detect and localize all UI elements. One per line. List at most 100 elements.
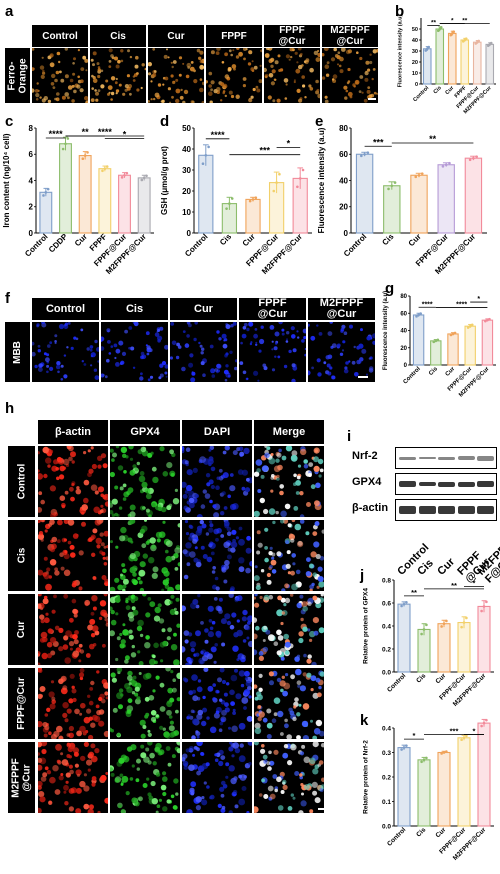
row-header-a-label: Ferro- Orange [6,57,29,94]
micrograph-h [38,742,108,813]
col-header-f: M2FPPF @Cur [308,298,375,320]
y-tick-label: 80 [400,294,407,300]
data-point [442,751,446,754]
micrograph-h [182,742,252,813]
col-header-f: Cur [170,298,237,320]
blot-band [418,457,436,459]
x-tick-label: Control [23,232,49,258]
panel-label-i: i [347,428,352,445]
significance-label: * [473,579,476,588]
blot-band [418,506,436,514]
data-point [489,41,493,45]
y-tick-label: 0.6 [382,600,391,607]
micrograph-f [32,322,99,382]
bar [245,198,261,234]
micrograph-h [110,594,180,665]
data-point [441,165,445,168]
band-label: β-actin [352,502,389,514]
micrograph-a [206,48,262,103]
row-header-h: FPPF@Cur [8,668,35,739]
bar [481,319,494,366]
micrograph-h [110,520,180,591]
x-tick-label: M2FPPF@Cur [458,366,491,399]
blot-band [457,481,475,487]
y-tick-label: 0.3 [382,750,391,757]
micrograph-h [182,668,252,739]
data-point [66,137,70,140]
blot-band [438,456,455,460]
blot-strip [395,447,497,469]
micrograph-f [170,322,237,382]
micrograph-h [254,520,324,591]
data-point [405,744,408,747]
data-point [415,315,418,318]
data-point [460,738,463,742]
y-tick-label: 20 [412,60,418,66]
row-header-f: MBB [5,322,30,382]
data-point [460,625,463,629]
y-tick-label: 0.2 [382,646,391,653]
row-header-h-label: M2FPPF @Cur [10,757,33,798]
data-point [484,319,487,323]
bar [472,41,482,85]
col-header-h: GPX4 [110,420,180,444]
panel-label-e: e [315,113,324,130]
panel-label-f: f [5,290,10,307]
col-header-f: Control [32,298,99,320]
row-header-h: Cis [8,520,35,591]
data-point [420,760,423,764]
micrograph-h [254,742,324,813]
bar [485,43,495,85]
y-tick-label: 4 [29,176,34,185]
significance-label: * [477,296,480,303]
y-tick-label: 30 [182,166,191,175]
data-point [438,27,442,31]
col-header-a: M2FPPF @Cur [322,25,378,47]
data-point [140,178,144,182]
data-point [125,171,129,175]
bar [412,314,425,366]
significance-label: ** [431,20,437,27]
y-tick-label: 0 [404,363,408,369]
micrograph-h [38,594,108,665]
significance-label: **** [98,127,113,137]
data-point [444,163,448,167]
data-point [123,173,126,177]
bar [355,153,374,234]
col-header-f: FPPF @Cur [239,298,306,320]
data-point [422,628,426,631]
data-point [442,622,446,625]
y-tick-label: 0.1 [382,799,391,806]
micrograph-h [254,668,324,739]
col-header-a: Cur [148,25,204,47]
y-tick-label: 60 [339,150,348,159]
y-tick-label: 8 [29,124,34,133]
y-tick-label: 10 [412,71,418,77]
data-point [451,332,455,336]
significance-label: ** [451,581,457,590]
y-axis-label: Fluorescence intensity (a.u) [383,291,389,370]
data-point [427,45,431,49]
significance-label: ** [82,127,90,137]
data-point [472,156,475,160]
data-point [462,736,466,740]
data-point [103,167,107,170]
data-point [424,49,428,52]
y-tick-label: 20 [400,346,407,352]
data-point [475,155,478,158]
data-point [436,338,440,342]
micrograph-h [182,446,252,517]
panel-label-g: g [385,280,395,297]
micrograph-f [101,322,168,382]
micrograph-h [182,594,252,665]
y-axis-label: Relative protein of Nrf-2 [363,740,370,814]
blot-band [399,481,416,487]
bar [460,39,470,85]
data-point [440,625,443,628]
data-point [440,752,443,755]
bar [118,174,131,234]
bar [464,325,476,366]
data-point [439,25,443,29]
data-point [402,746,406,749]
